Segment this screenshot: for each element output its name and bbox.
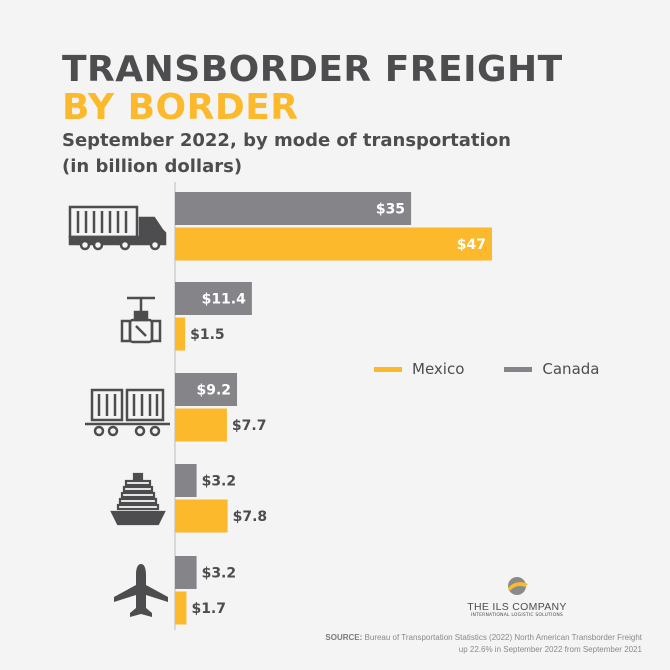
source-text: Bureau of Transportation Statistics (202… [364, 633, 642, 654]
legend-swatch-mexico [374, 366, 402, 372]
data-label-canada-2: $11.4 [202, 292, 247, 308]
bar-canada-2 [175, 282, 252, 315]
data-label-mexico-1: $47 [457, 237, 486, 253]
data-label-mexico-3: $7.7 [232, 418, 267, 434]
bar-mexico-3 [175, 408, 227, 442]
air-icon [114, 564, 168, 617]
data-label-canada-3: $9.2 [197, 383, 232, 399]
chart-title: TRANSBORDER FREIGHT [62, 49, 563, 90]
bar-canada-3 [175, 373, 238, 406]
legend-label-canada: Canada [542, 360, 600, 378]
vessel-icon [110, 472, 166, 526]
rail-icon [85, 388, 170, 437]
chart-title-highlight: BY BORDER [62, 87, 299, 128]
globe-logo-icon [508, 577, 528, 595]
data-label-mexico-4: $7.8 [233, 509, 268, 525]
pipeline-icon [120, 296, 162, 344]
legend-item-canada: Canada [504, 360, 599, 378]
data-label-canada-5: $3.2 [202, 566, 237, 582]
bar-canada-4 [175, 464, 197, 497]
bar-mexico-2 [175, 317, 186, 351]
bars: $35 $11.4 $9.2 $3.2 $3.2 $47 $1.5 $7.7 $7.8 $1.7 [175, 192, 492, 625]
bar-canada-5 [175, 556, 197, 589]
logo-name: THE ILS COMPANY [467, 601, 567, 613]
bar-canada-1 [175, 192, 412, 225]
legend-item-mexico: Mexico [374, 360, 464, 378]
data-label-mexico-5: $1.7 [191, 601, 226, 617]
chart-subtitle: September 2022, by mode of transportatio… [62, 128, 511, 180]
bar-mexico-5 [175, 591, 187, 625]
company-logo: THE ILS COMPANY INTERNATIONAL LOGISTIC S… [462, 575, 572, 618]
data-label-canada-1: $35 [376, 202, 405, 218]
logo-tagline: INTERNATIONAL LOGISTIC SOLUTIONS [471, 613, 563, 618]
subtitle-line-2: (in billion dollars) [62, 156, 243, 177]
subtitle-line-1: September 2022, by mode of transportatio… [62, 130, 511, 151]
source-label: SOURCE: [325, 633, 363, 642]
data-label-mexico-2: $1.5 [190, 327, 225, 343]
bar-mexico-4 [175, 499, 228, 533]
legend-swatch-canada [504, 366, 533, 372]
data-label-canada-4: $3.2 [202, 474, 237, 490]
bar-mexico-1 [175, 227, 492, 261]
source-note: SOURCE: Bureau of Transportation Statist… [322, 632, 642, 656]
truck-icon [68, 205, 167, 251]
legend-label-mexico: Mexico [412, 360, 465, 378]
legend: Mexico Canada [374, 360, 599, 378]
